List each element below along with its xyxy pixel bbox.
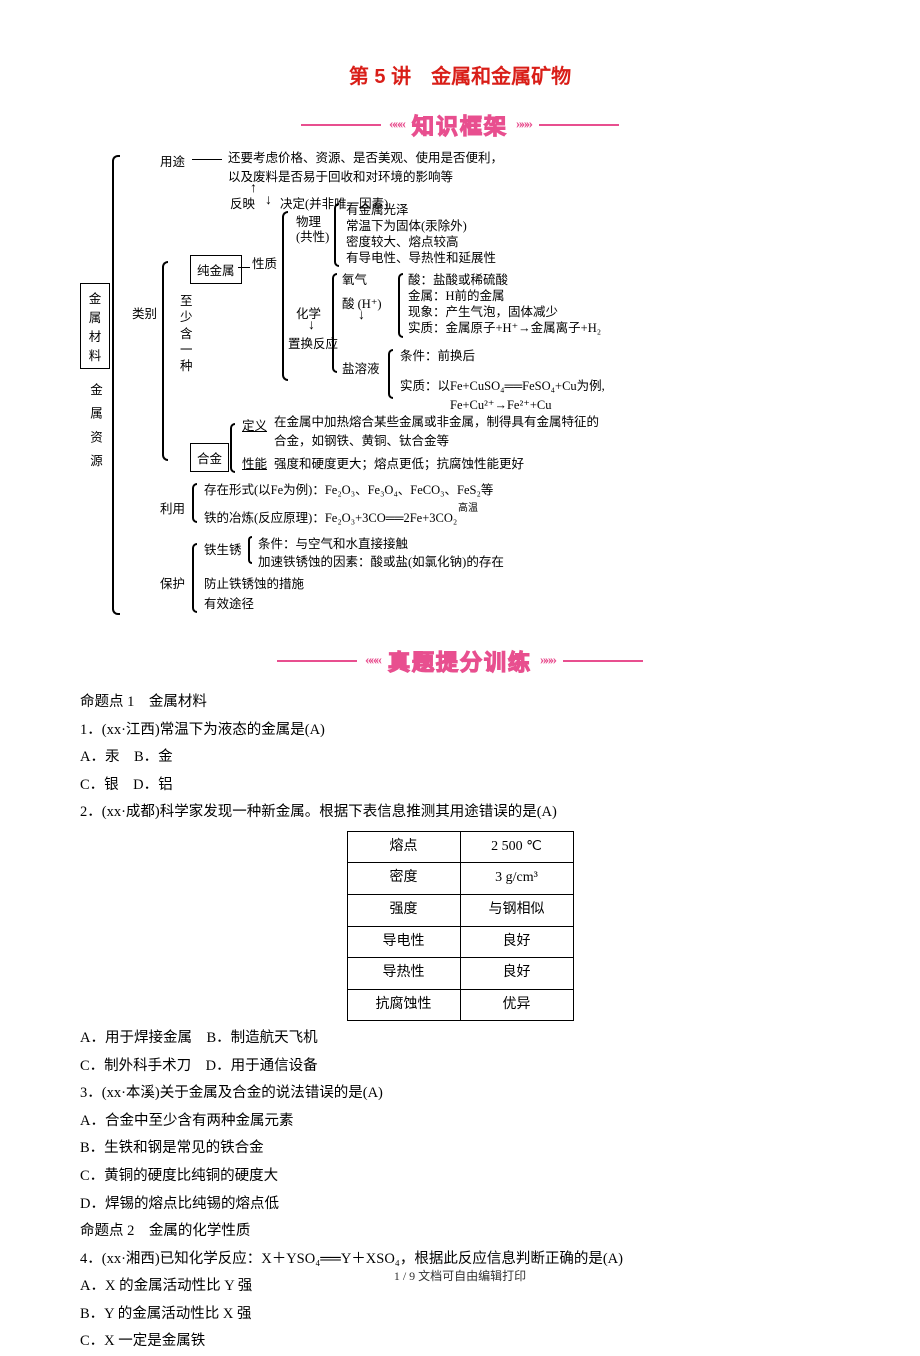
lbl-atleast: 至 少 含 一 种	[180, 293, 193, 374]
lbl-property: 性质	[252, 253, 277, 272]
rust-cond: 条件：与空气和水直接接触	[258, 533, 408, 552]
lbl-exist: 存在形式(以Fe为例)：Fe₂O₃、Fe₃O₄、FeCO₃、FeS₂等	[204, 479, 493, 498]
q4-b: B．Y 的金属活动性比 X 强	[80, 1301, 840, 1329]
phys3: 有导电性、导热性和延展性	[346, 247, 496, 266]
lbl-smelt: 铁的冶炼(反应原理)：Fe₂O₃+3CO══2Fe+3CO₂	[204, 507, 457, 526]
banner-knowledge-label: 知识框架	[412, 109, 508, 141]
topic-1: 命题点 1 金属材料	[80, 689, 840, 717]
lbl-use2: 利用	[160, 498, 185, 517]
topic-2: 命题点 2 金属的化学性质	[80, 1218, 840, 1246]
alloy-perf-l: 性能	[242, 453, 267, 472]
lbl-category: 类别	[132, 303, 157, 322]
q3-c: C．黄铜的硬度比纯铜的硬度大	[80, 1163, 840, 1191]
concept-map: 金属 材料 金 属 资 源 用途 还要考虑价格、资源、是否美观、使用是否便利， …	[80, 153, 840, 633]
lbl-salt: 盐溶液	[342, 358, 380, 377]
q2-opts1: A．用于焊接金属 B．制造航天飞机	[80, 1025, 840, 1053]
rust-way: 有效途径	[204, 593, 254, 612]
q1-optsCD: C．银 D．铝	[80, 772, 840, 800]
question-body: 命题点 1 金属材料 1．(xx·江西)常温下为液态的金属是(A) A．汞 B．…	[80, 689, 840, 1356]
rust-prev: 防止铁锈蚀的措施	[204, 573, 304, 592]
q3-b: B．生铁和钢是常见的铁合金	[80, 1135, 840, 1163]
q1-optsAB: A．汞 B．金	[80, 744, 840, 772]
lbl-protect: 保护	[160, 573, 185, 592]
salt-cond: 条件：前换后	[400, 345, 475, 364]
q2-table: 熔点2 500 ℃ 密度3 g/cm³ 强度与钢相似 导电性良好 导热性良好 抗…	[347, 831, 574, 1022]
acid3: 实质：金属原子+H⁺→金属离子+H₂	[408, 317, 601, 336]
alloy-def: 在金属中加热熔合某些金属或非金属，制得具有金属特征的 合金，如钢铁、黄铜、钛合金…	[274, 411, 599, 449]
alloy-perf: 强度和硬度更大；熔点更低；抗腐蚀性能更好	[274, 453, 524, 472]
lbl-reflect: 反映	[230, 193, 255, 212]
banner-practice-label: 真题提分训练	[388, 645, 532, 677]
table-row: 熔点2 500 ℃	[347, 831, 573, 863]
banner-knowledge: ««« 知识框架 »»»	[80, 109, 840, 141]
q4-c: C．X 一定是金属铁	[80, 1328, 840, 1356]
table-row: 强度与钢相似	[347, 894, 573, 926]
table-row: 导电性良好	[347, 926, 573, 958]
alloy-def-l: 定义	[242, 415, 267, 434]
lbl-physics: 物理 (共性)	[296, 215, 329, 245]
q3-stem: 3．(xx·本溪)关于金属及合金的说法错误的是(A)	[80, 1080, 840, 1108]
table-row: 密度3 g/cm³	[347, 863, 573, 895]
lbl-hightemp: 高温	[458, 499, 478, 514]
banner-practice: ««« 真题提分训练 »»»	[80, 645, 840, 677]
rust-acc: 加速铁锈蚀的因素：酸或盐(如氯化钠)的存在	[258, 551, 504, 570]
lbl-replace: 置换反应	[288, 333, 338, 352]
q1-stem: 1．(xx·江西)常温下为液态的金属是(A)	[80, 717, 840, 745]
page-title: 第 5 讲 金属和金属矿物	[80, 60, 840, 89]
lbl-use-note: 还要考虑价格、资源、是否美观、使用是否便利， 以及废料是否易于回收和对环境的影响…	[228, 147, 503, 185]
root-metal-resource: 金 属 资 源	[86, 383, 105, 470]
q3-a: A．合金中至少含有两种金属元素	[80, 1108, 840, 1136]
table-row: 抗腐蚀性优异	[347, 989, 573, 1021]
lbl-use: 用途	[160, 151, 185, 170]
table-row: 导热性良好	[347, 958, 573, 990]
box-pure-metal: 纯金属	[190, 255, 242, 284]
root-metal-material: 金属 材料	[80, 283, 110, 369]
q2-opts2: C．制外科手术刀 D．用于通信设备	[80, 1053, 840, 1081]
lbl-rust: 铁生锈	[204, 539, 242, 558]
lbl-oxygen: 氧气	[342, 269, 367, 288]
box-alloy: 合金	[190, 443, 229, 472]
salt-ess: 实质：以Fe+CuSO₄══FeSO₄+Cu为例, Fe+Cu²⁺→Fe²⁺+C…	[400, 375, 605, 413]
q3-d: D．焊锡的熔点比纯锡的熔点低	[80, 1191, 840, 1219]
q2-stem: 2．(xx·成都)科学家发现一种新金属。根据下表信息推测其用途错误的是(A)	[80, 799, 840, 827]
page-footer: 1 / 9 文档可自由编辑打印	[0, 1267, 920, 1284]
